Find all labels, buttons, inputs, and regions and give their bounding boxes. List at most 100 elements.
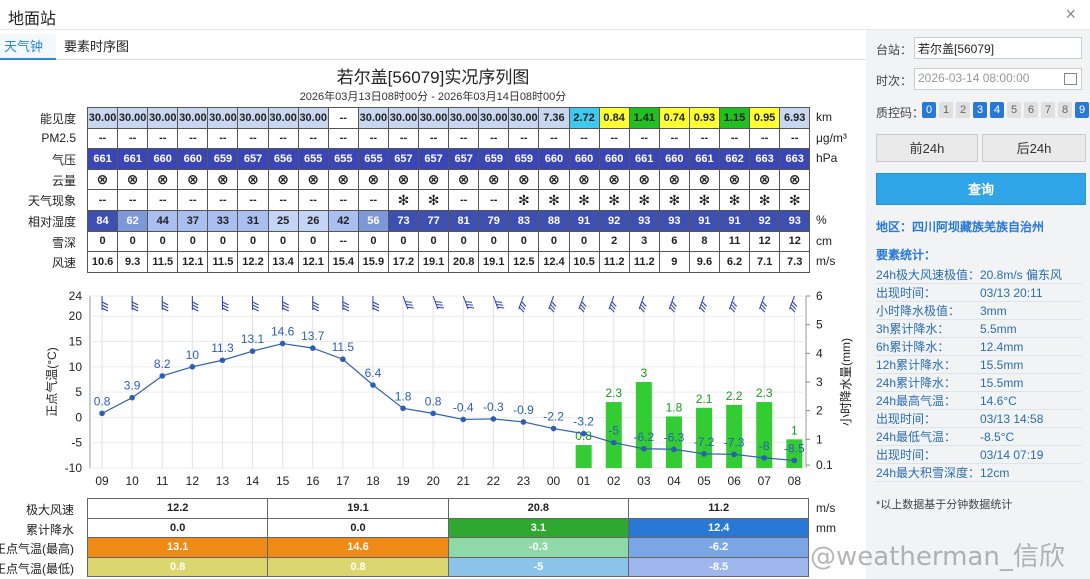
x-tick-label: 05 bbox=[697, 474, 711, 488]
close-icon[interactable]: × bbox=[1065, 4, 1076, 24]
grid-cell: ⊗ bbox=[628, 168, 660, 191]
y2-tick-label: 6 bbox=[816, 289, 823, 303]
qc-code-6[interactable]: 6 bbox=[1024, 102, 1038, 118]
grid-cell: 6.2 bbox=[718, 251, 751, 273]
grid-cell: 13.4 bbox=[267, 251, 299, 273]
y2-tick-label: 1 bbox=[816, 432, 823, 446]
row-unit: cm bbox=[816, 233, 832, 248]
grid-cell: 7.3 bbox=[779, 251, 811, 273]
temperature-label: -6.3 bbox=[664, 430, 685, 444]
grid-cell: ⊗ bbox=[357, 168, 389, 191]
grid-cell: 663 bbox=[749, 148, 781, 170]
grid-row: 661 661 660 660 659 657 656 655 655 655 657 657 657 6… bbox=[86, 148, 811, 170]
wind-barb-icon bbox=[101, 296, 109, 312]
grid-cell: 30.00 bbox=[357, 107, 389, 129]
temperature-point bbox=[761, 455, 768, 461]
temperature-label: -8 bbox=[759, 439, 770, 453]
grid-cell: 56 bbox=[357, 209, 389, 232]
x-tick-label: 10 bbox=[125, 474, 139, 488]
grid-cell: 0 bbox=[418, 230, 450, 253]
station-label: 台站： bbox=[876, 43, 913, 57]
grid-cell: 9.6 bbox=[688, 251, 720, 273]
temperature-label: 3.9 bbox=[124, 379, 141, 393]
qc-code-9[interactable]: 9 bbox=[1075, 102, 1089, 118]
stat-value: 03/13 20:11 bbox=[980, 286, 1043, 300]
precip-label: 2.1 bbox=[696, 392, 713, 406]
qc-code-1[interactable]: 1 bbox=[939, 102, 953, 118]
qc-code-2[interactable]: 2 bbox=[956, 102, 970, 118]
grid-cell: 1.15 bbox=[718, 107, 751, 129]
grid-cell: 11.5 bbox=[207, 251, 239, 273]
precip-label: 3 bbox=[641, 366, 648, 380]
grid-cell: 11.2 bbox=[598, 251, 630, 273]
qc-code-3[interactable]: 3 bbox=[973, 102, 987, 118]
grid-cell: -- bbox=[177, 127, 209, 150]
grid-cell: 0 bbox=[297, 230, 329, 253]
grid-cell: -- bbox=[86, 189, 119, 211]
stat-value: 5.5mm bbox=[980, 322, 1017, 336]
x-tick-label: 22 bbox=[487, 474, 501, 488]
grid-cell: 79 bbox=[478, 209, 510, 232]
tab-weather-clock[interactable]: 天气钟 bbox=[0, 34, 56, 60]
grid-cell: ✻ bbox=[568, 189, 600, 211]
grid-cell: -- bbox=[568, 127, 600, 150]
row-unit: % bbox=[816, 213, 827, 227]
grid-cell: -- bbox=[327, 127, 359, 150]
stat-key: 出现时间： bbox=[876, 286, 937, 300]
grid-cell: -- bbox=[688, 127, 720, 150]
wind-barb-icon bbox=[312, 296, 319, 312]
x-tick-label: 07 bbox=[758, 474, 772, 488]
time-value: 2026-03-14 08:00:00 bbox=[918, 71, 1030, 85]
x-tick-label: 20 bbox=[426, 474, 440, 488]
grid-cell: 33 bbox=[207, 209, 239, 232]
query-button[interactable]: 查询 bbox=[876, 173, 1086, 205]
qc-code-5[interactable]: 5 bbox=[1007, 102, 1021, 118]
summary-cell: 0.8 bbox=[267, 556, 449, 577]
qc-code-7[interactable]: 7 bbox=[1041, 102, 1055, 118]
tab-element-timeseries[interactable]: 要素时序图 bbox=[64, 39, 130, 54]
grid-cell: 30.00 bbox=[387, 107, 420, 129]
grid-cell: 12.4 bbox=[538, 251, 570, 273]
grid-cell: 655 bbox=[357, 148, 389, 170]
station-input[interactable]: 若尔盖[56079] bbox=[914, 37, 1082, 59]
precip-bar bbox=[665, 416, 682, 468]
grid-cell: -- bbox=[237, 127, 269, 150]
grid-cell: 30.00 bbox=[267, 107, 299, 129]
summary-unit: mm bbox=[816, 520, 836, 535]
stat-key: 24h累计降水： bbox=[876, 376, 957, 390]
qc-code-0[interactable]: 0 bbox=[922, 102, 936, 118]
summary-cell: 11.2 bbox=[628, 498, 810, 519]
grid-cell: ⊗ bbox=[749, 168, 781, 191]
temperature-label: -0.4 bbox=[453, 400, 474, 414]
prev-24h-button[interactable]: 前24h bbox=[876, 134, 978, 162]
temperature-point bbox=[731, 451, 737, 458]
grid-cell: ✻ bbox=[418, 189, 450, 211]
stat-value: 3mm bbox=[980, 304, 1007, 318]
wind-barb-icon bbox=[432, 295, 444, 310]
stat-key: 24h极大风速极值： bbox=[876, 268, 981, 282]
grid-cell: 73 bbox=[387, 209, 420, 232]
qc-code-4[interactable]: 4 bbox=[990, 102, 1004, 118]
summary-label: 正点气温(最低) bbox=[0, 561, 74, 576]
grid-cell: 30.00 bbox=[147, 107, 179, 129]
grid-cell: 26 bbox=[297, 209, 329, 232]
grid-cell: ✻ bbox=[749, 189, 781, 211]
next-24h-button[interactable]: 后24h bbox=[982, 134, 1086, 162]
grid-cell: 7.1 bbox=[749, 251, 781, 273]
chart-area: 若尔盖[56079]实况序列图 2026年03月13日08时00分 - 2026… bbox=[0, 61, 866, 579]
time-input[interactable]: 2026-03-14 08:00:00 bbox=[914, 68, 1082, 90]
row-label: 云量 bbox=[51, 173, 76, 188]
grid-cell: -- bbox=[267, 127, 299, 150]
grid-cell: 17.2 bbox=[387, 251, 420, 273]
grid-cell: 657 bbox=[418, 148, 450, 170]
x-tick-label: 21 bbox=[457, 474, 471, 488]
summary-row: 13.1 14.6 -0.3 -6.2 bbox=[86, 537, 810, 558]
qc-code-8[interactable]: 8 bbox=[1058, 102, 1072, 118]
grid-cell: 44 bbox=[147, 209, 179, 232]
calendar-icon[interactable] bbox=[1064, 73, 1077, 85]
grid-cell: ✻ bbox=[718, 189, 751, 211]
y2-tick-label: 2 bbox=[816, 404, 823, 418]
grid-cell: 0 bbox=[357, 230, 389, 253]
y-tick-label: 10 bbox=[69, 360, 83, 374]
x-tick-label: 23 bbox=[517, 474, 531, 488]
